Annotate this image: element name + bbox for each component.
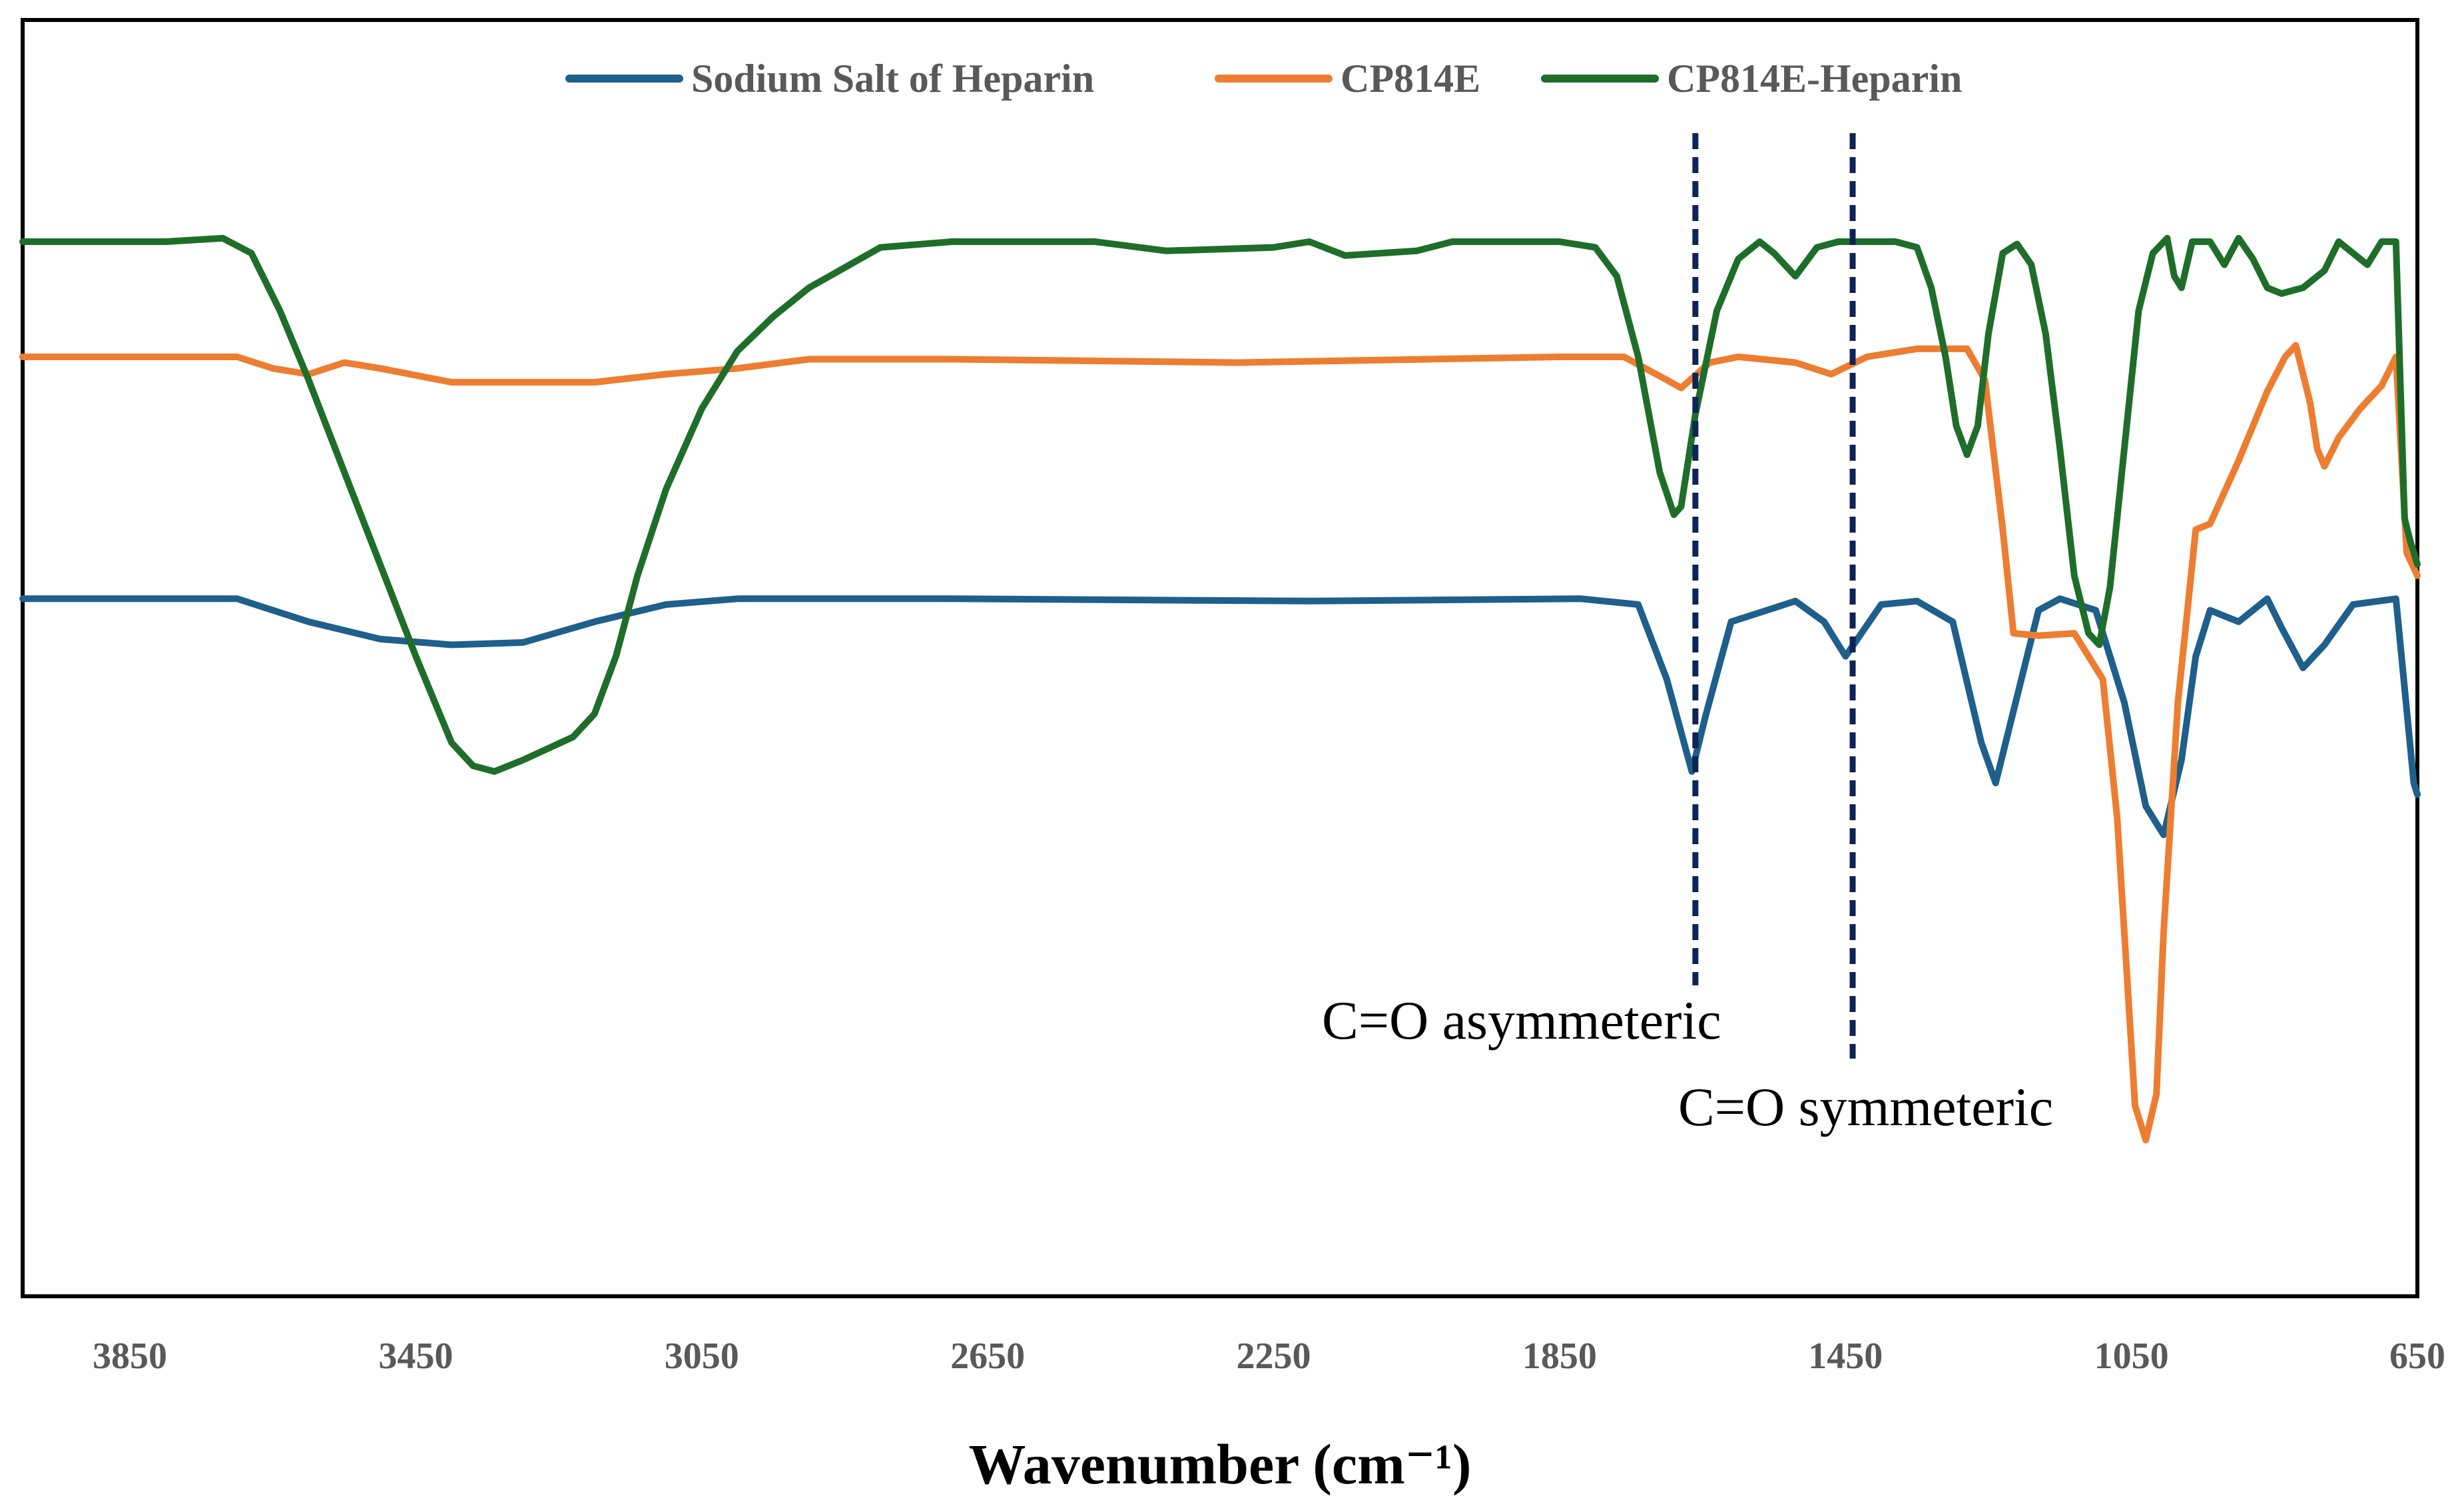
- legend: Sodium Salt of Heparin CP814E CP814E-Hepar…: [565, 57, 1962, 101]
- series-line-cp814e-heparin: [19, 234, 2421, 775]
- x-tick-label-1450: 1450: [1808, 1336, 1883, 1377]
- plot-frame: [21, 18, 2419, 1298]
- legend-label-cp814e-heparin: CP814E-Heparin: [1667, 57, 1962, 101]
- x-tick-label-1850: 1850: [1522, 1336, 1597, 1377]
- x-axis-ticks: 3850 3450 3050 2650 2250 1850 1450 1050 650: [93, 1336, 2445, 1377]
- series-line-sodium-salt-of-heparin: [19, 595, 2421, 838]
- x-tick-label-650: 650: [2389, 1336, 2445, 1377]
- x-tick-label-1050: 1050: [2094, 1336, 2169, 1377]
- annotation-group: C=O asymmeteric C=O symmeteric: [1322, 133, 2053, 1137]
- legend-label-cp814e: CP814E: [1341, 57, 1480, 101]
- annotation-label-1: C=O asymmeteric: [1322, 990, 1721, 1051]
- x-tick-label-3450: 3450: [378, 1336, 453, 1377]
- x-tick-label-3050: 3050: [665, 1336, 739, 1377]
- legend-label-sodium-salt-of-heparin: Sodium Salt of Heparin: [691, 57, 1094, 101]
- x-tick-label-2650: 2650: [950, 1336, 1025, 1377]
- x-tick-label-2250: 2250: [1237, 1336, 1311, 1377]
- series-line-cp814e: [19, 342, 2421, 1144]
- annotation-label-2: C=O symmeteric: [1678, 1077, 2053, 1137]
- x-tick-label-3850: 3850: [93, 1336, 167, 1377]
- x-axis-title: Wavenumber (cm⁻¹): [968, 1432, 1471, 1496]
- plot-area: C=O asymmeteric C=O symmeteric: [19, 18, 2421, 1298]
- series-group: [19, 234, 2421, 1144]
